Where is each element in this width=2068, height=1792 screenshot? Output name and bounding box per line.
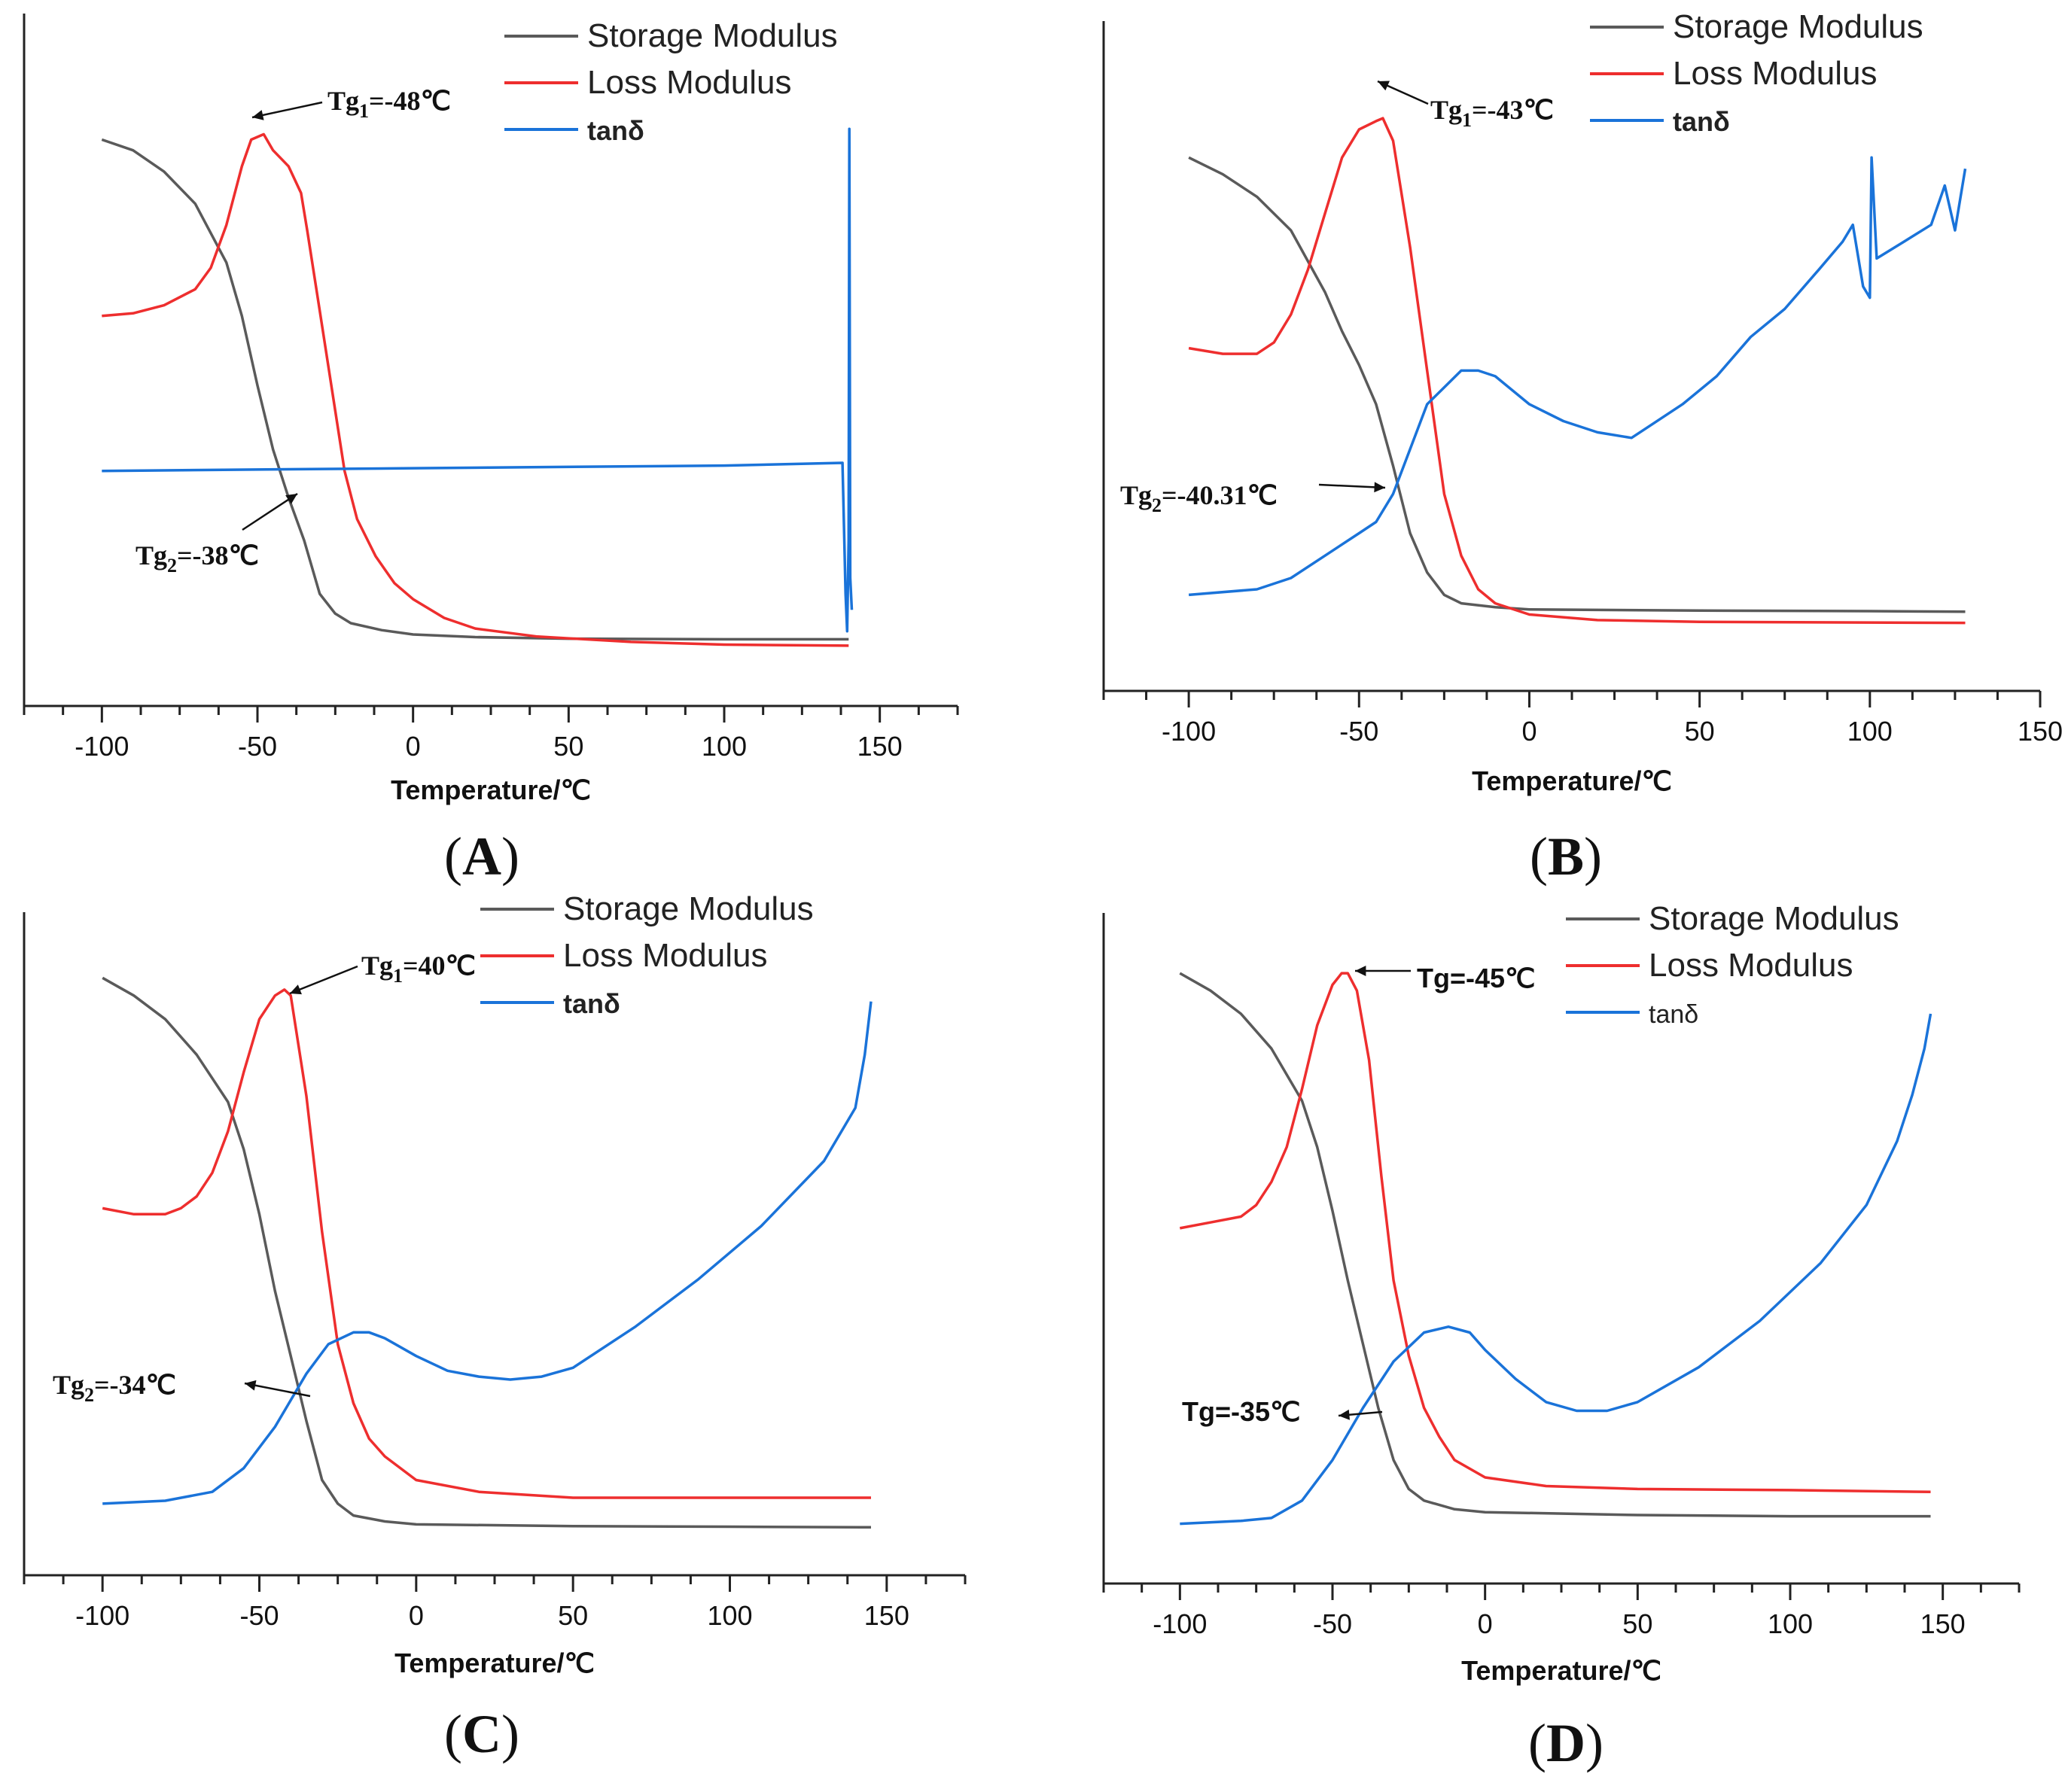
x-tick-label: -100 xyxy=(75,731,129,762)
panel-label: (B) xyxy=(1530,826,1602,887)
chart-panel-b: -100 -50 0 50 100 150 Temperature/℃ Storage Mod… xyxy=(1102,8,2063,887)
x-axis-label: Temperature/℃ xyxy=(391,774,591,805)
arrow-head xyxy=(245,1380,257,1391)
x-tick-label: 0 xyxy=(406,731,421,762)
tg-annotation: Tg=-35℃ xyxy=(1182,1396,1300,1427)
x-tick-label: 150 xyxy=(864,1600,909,1631)
x-tick-label: -50 xyxy=(1339,716,1378,747)
arrow-head xyxy=(1339,1409,1350,1420)
arrow-head xyxy=(290,984,302,995)
x-tick-label: 0 xyxy=(1478,1608,1493,1639)
x-axis-label: Temperature/℃ xyxy=(394,1647,595,1678)
tg-annotation: Tg2=-38℃ xyxy=(136,540,259,577)
x-tick-label: 50 xyxy=(558,1600,588,1631)
legend-label: tanδ xyxy=(587,115,644,146)
x-tick-label: -50 xyxy=(238,731,277,762)
x-tick-label: -50 xyxy=(1313,1608,1352,1639)
chart-panel-c: -100 -50 0 50 100 150 Temperature/℃ Storage Mod… xyxy=(23,890,967,1764)
legend-label: Storage Modulus xyxy=(587,17,838,54)
annotation-arrow xyxy=(244,1382,311,1398)
x-tick-label: 0 xyxy=(409,1600,424,1631)
x-tick-label: 50 xyxy=(1622,1608,1652,1639)
annotation-arrow xyxy=(289,965,358,995)
x-tick-label: 0 xyxy=(1521,716,1537,747)
series-line-storagemodulus xyxy=(102,976,872,1529)
x-tick-label: 50 xyxy=(553,731,583,762)
series-line-tan xyxy=(1180,1013,1932,1526)
x-tick-label: -100 xyxy=(75,1600,129,1631)
panel-label: (A) xyxy=(444,826,519,887)
legend-label: Loss Modulus xyxy=(1649,947,1853,984)
x-tick-label: -50 xyxy=(239,1600,279,1631)
annotation-arrow xyxy=(1318,483,1386,489)
series-line-lossmodulus xyxy=(1188,117,1966,625)
series-line-storagemodulus xyxy=(1188,156,1966,613)
tg-annotation: Tg=-45℃ xyxy=(1417,963,1535,993)
series-line-storagemodulus xyxy=(1179,972,1931,1518)
legend-label: Storage Modulus xyxy=(1673,8,1923,45)
axis-frame xyxy=(23,14,958,707)
series-line-tan xyxy=(1188,156,1967,597)
arrow-head xyxy=(1378,81,1390,91)
tg-annotation: Tg1=40℃ xyxy=(361,951,476,987)
x-tick-label: 50 xyxy=(1685,716,1715,747)
series-line-lossmodulus xyxy=(102,132,849,647)
legend-label: Storage Modulus xyxy=(1649,900,1899,937)
annotation-arrow xyxy=(242,492,298,531)
x-tick-label: -100 xyxy=(1162,716,1216,747)
panel-label: (D) xyxy=(1528,1713,1604,1773)
series-line-lossmodulus xyxy=(1179,972,1931,1494)
x-tick-label: -100 xyxy=(1153,1608,1207,1639)
axis-frame xyxy=(23,912,965,1577)
tg-annotation: Tg2=-34℃ xyxy=(53,1370,176,1406)
annotation-arrow xyxy=(251,101,323,119)
legend-label: Storage Modulus xyxy=(563,890,814,927)
tg-annotation: Tg1=-48℃ xyxy=(327,86,451,122)
arrow-head xyxy=(285,494,297,504)
tg-annotation: Tg1=-43℃ xyxy=(1430,95,1554,131)
legend-label: tanδ xyxy=(1673,106,1730,137)
legend-label: tanδ xyxy=(1649,1000,1698,1029)
chart-panel-a: -100 -50 0 50 100 150 Temperature/℃ Storage Mod… xyxy=(23,14,959,887)
series-line-tan xyxy=(102,1001,873,1505)
legend-label: tanδ xyxy=(563,988,620,1019)
series-line-storagemodulus xyxy=(101,138,849,641)
x-tick-label: 100 xyxy=(707,1600,752,1631)
legend-label: Loss Modulus xyxy=(563,937,767,974)
x-tick-label: 100 xyxy=(1847,716,1893,747)
x-tick-label: 150 xyxy=(1920,1608,1966,1639)
series-line-tan xyxy=(102,127,854,633)
x-tick-label: 150 xyxy=(2018,716,2063,747)
chart-panel-d: -100 -50 0 50 100 150 Temperature/℃ Storage Mod… xyxy=(1102,900,2021,1773)
panel-label: (C) xyxy=(444,1704,519,1764)
legend-label: Loss Modulus xyxy=(587,64,791,101)
x-tick-label: 100 xyxy=(702,731,747,762)
arrow-head xyxy=(1355,966,1366,976)
x-axis-label: Temperature/℃ xyxy=(1472,765,1672,796)
x-tick-label: 100 xyxy=(1768,1608,1813,1639)
series-line-lossmodulus xyxy=(102,988,871,1499)
legend-label: Loss Modulus xyxy=(1673,55,1877,92)
arrow-head xyxy=(1374,482,1385,493)
x-axis-label: Temperature/℃ xyxy=(1461,1655,1661,1686)
x-tick-label: 150 xyxy=(857,731,903,762)
tg-annotation: Tg2=-40.31℃ xyxy=(1120,480,1278,516)
arrow-head xyxy=(252,110,264,120)
